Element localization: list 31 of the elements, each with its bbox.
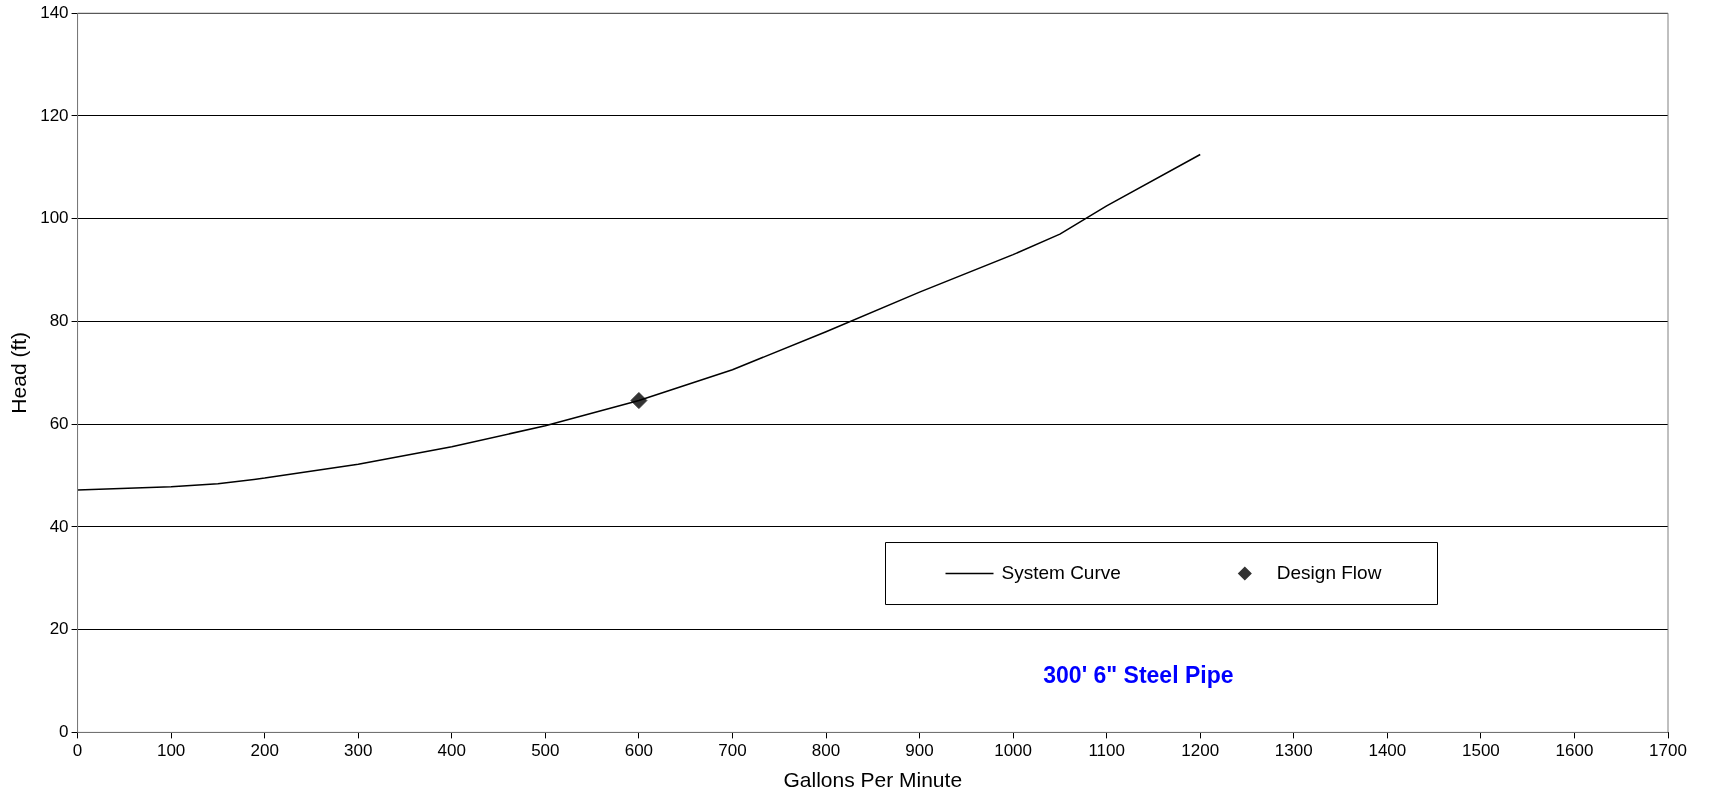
x-tick-label: 100: [156, 741, 186, 761]
y-tick-label: 40: [49, 516, 69, 536]
y-tick-label: 60: [49, 413, 69, 433]
x-tick-label: 900: [905, 741, 934, 761]
y-tick-label: 80: [49, 311, 69, 331]
x-tick-label: 600: [624, 741, 654, 761]
x-tick-label: 1300: [1274, 741, 1313, 761]
x-tick-label: 700: [718, 741, 747, 761]
annotation: 300' 6" Steel Pipe: [1043, 661, 1234, 688]
x-tick-label: 500: [531, 741, 560, 761]
y-tick-label: 20: [49, 619, 69, 639]
x-tick-label: 1600: [1555, 741, 1594, 761]
y-axis-title: Head (ft): [7, 331, 31, 414]
x-tick-label: 400: [437, 741, 466, 761]
x-tick-label: 1100: [1088, 741, 1125, 761]
legend-label: System Curve: [1001, 561, 1121, 583]
y-tick-label: 140: [40, 2, 69, 22]
y-tick-label: 120: [40, 105, 69, 125]
x-axis-title: Gallons Per Minute: [783, 768, 963, 792]
x-tick-label: 1700: [1649, 741, 1687, 761]
x-tick-label: 300: [344, 741, 373, 761]
y-tick-label: 100: [40, 208, 69, 228]
x-tick-label: 200: [250, 741, 279, 761]
x-tick-label: 1000: [994, 741, 1033, 761]
x-tick-label: 1400: [1368, 741, 1407, 761]
x-tick-label: 1500: [1461, 741, 1500, 761]
legend-label: Design Flow: [1276, 561, 1382, 583]
x-tick-label: 1200: [1181, 741, 1220, 761]
x-tick-label: 0: [72, 741, 83, 761]
y-tick-label: 0: [59, 722, 69, 742]
x-tick-label: 800: [811, 741, 841, 761]
